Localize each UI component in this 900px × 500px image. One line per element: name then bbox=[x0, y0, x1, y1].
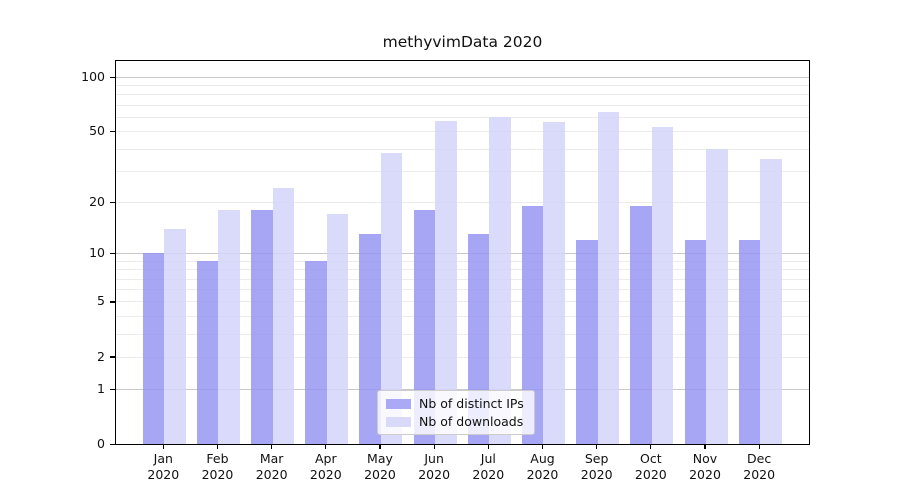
bar-distinct-ips-mar bbox=[251, 209, 273, 444]
x-tick-mark bbox=[216, 444, 219, 449]
bar-downloads-may bbox=[380, 152, 403, 444]
minor-gridline bbox=[116, 85, 809, 87]
chart-title: methyvimData 2020 bbox=[382, 33, 543, 51]
x-tick-mark bbox=[487, 444, 489, 449]
plot-area: Nb of distinct IPs Nb of downloads bbox=[115, 60, 810, 445]
bar-downloads-jan bbox=[164, 228, 186, 444]
legend-label-downloads: Nb of downloads bbox=[419, 414, 524, 429]
bar-downloads-nov bbox=[706, 148, 728, 444]
minor-gridline bbox=[116, 260, 809, 262]
y-tick-label: 1 bbox=[97, 380, 105, 396]
y-tick-label: 100 bbox=[81, 68, 105, 84]
bar-downloads-apr bbox=[326, 214, 349, 444]
x-tick-mark bbox=[162, 444, 164, 449]
y-tick-label: 10 bbox=[89, 245, 105, 261]
minor-gridline bbox=[116, 301, 809, 303]
legend: Nb of distinct IPs Nb of downloads bbox=[377, 390, 535, 435]
minor-gridline bbox=[116, 170, 809, 172]
bar-distinct-ips-apr bbox=[305, 260, 327, 444]
x-tick-label: Jan 2020 bbox=[147, 450, 180, 483]
minor-gridline bbox=[116, 104, 809, 106]
y-tick-mark bbox=[110, 131, 115, 133]
bar-distinct-ips-jun bbox=[413, 209, 436, 444]
y-tick-mark bbox=[110, 201, 115, 203]
x-tick-label: Aug 2020 bbox=[526, 450, 559, 483]
x-tick-label: Oct 2020 bbox=[634, 450, 667, 483]
y-tick-label: 5 bbox=[97, 293, 105, 309]
bar-downloads-dec bbox=[760, 158, 782, 444]
x-tick-mark bbox=[650, 444, 652, 449]
x-tick-label: Apr 2020 bbox=[309, 450, 342, 483]
x-tick-label: Nov 2020 bbox=[689, 450, 721, 483]
y-tick-mark bbox=[110, 253, 115, 255]
minor-gridline bbox=[116, 269, 809, 271]
bar-downloads-sep bbox=[597, 111, 620, 444]
legend-row-distinct-ips: Nb of distinct IPs bbox=[386, 396, 524, 411]
minor-gridline bbox=[116, 356, 809, 358]
bar-downloads-mar bbox=[272, 187, 295, 444]
x-tick-mark bbox=[596, 444, 598, 449]
y-tick-mark bbox=[110, 301, 115, 303]
x-tick-mark bbox=[541, 444, 544, 449]
x-tick-mark bbox=[379, 444, 381, 449]
major-gridline bbox=[116, 76, 809, 78]
x-tick-mark bbox=[758, 444, 760, 449]
bar-downloads-aug bbox=[543, 122, 565, 444]
y-tick-label: 0 bbox=[97, 436, 105, 451]
minor-gridline bbox=[116, 315, 809, 317]
major-gridline bbox=[116, 253, 809, 255]
legend-label-distinct-ips: Nb of distinct IPs bbox=[419, 396, 524, 411]
x-tick-label: Mar 2020 bbox=[255, 450, 288, 483]
bar-distinct-ips-jan bbox=[142, 253, 165, 444]
minor-gridline bbox=[116, 333, 809, 335]
x-tick-mark bbox=[325, 444, 327, 449]
legend-row-downloads: Nb of downloads bbox=[386, 414, 524, 429]
minor-gridline bbox=[116, 94, 809, 96]
minor-gridline bbox=[116, 201, 809, 203]
x-tick-mark bbox=[271, 444, 273, 449]
bar-downloads-jul bbox=[489, 116, 511, 444]
bar-downloads-jun bbox=[435, 120, 457, 444]
bar-downloads-feb bbox=[218, 209, 240, 444]
legend-swatch-downloads bbox=[386, 416, 411, 427]
y-tick-label: 20 bbox=[89, 193, 105, 209]
x-tick-mark bbox=[704, 444, 706, 449]
bar-downloads-oct bbox=[651, 126, 674, 444]
y-tick-mark bbox=[110, 388, 115, 390]
x-tick-label: Jul 2020 bbox=[472, 450, 505, 483]
bar-distinct-ips-oct bbox=[630, 205, 652, 444]
bar-distinct-ips-dec bbox=[738, 239, 761, 444]
minor-gridline bbox=[116, 131, 809, 133]
y-tick-mark bbox=[110, 76, 115, 78]
x-tick-label: Dec 2020 bbox=[743, 450, 776, 483]
minor-gridline bbox=[116, 116, 809, 118]
minor-gridline bbox=[116, 148, 809, 150]
bar-distinct-ips-aug bbox=[521, 205, 544, 444]
bar-distinct-ips-nov bbox=[684, 239, 706, 444]
minor-gridline bbox=[116, 278, 809, 280]
x-tick-label: Feb 2020 bbox=[201, 450, 234, 483]
bar-distinct-ips-feb bbox=[196, 260, 219, 444]
bar-distinct-ips-sep bbox=[576, 239, 598, 444]
x-tick-label: Jun 2020 bbox=[418, 450, 451, 483]
x-tick-label: Sep 2020 bbox=[580, 450, 613, 483]
y-tick-label: 2 bbox=[97, 348, 105, 364]
bar-distinct-ips-may bbox=[359, 234, 381, 444]
y-tick-label: 50 bbox=[89, 123, 105, 139]
y-tick-mark bbox=[110, 443, 115, 446]
major-gridline bbox=[116, 388, 809, 390]
minor-gridline bbox=[116, 289, 809, 291]
x-tick-mark bbox=[433, 444, 435, 449]
y-tick-mark bbox=[110, 356, 115, 358]
x-tick-label: May 2020 bbox=[364, 450, 396, 483]
legend-swatch-distinct-ips bbox=[386, 398, 411, 409]
